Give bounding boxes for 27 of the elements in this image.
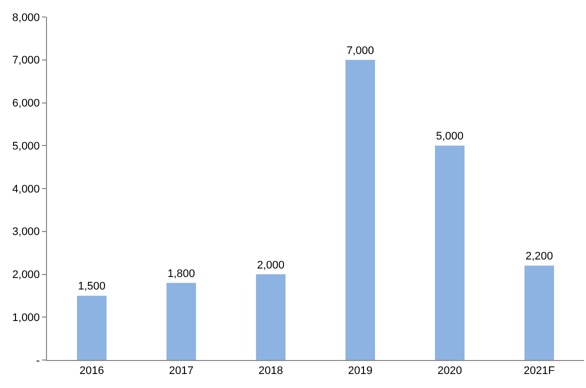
y-tick-label: 2,000 [12, 269, 40, 282]
bar [166, 282, 196, 360]
y-tick-label: - [36, 354, 40, 367]
y-tick-label: 5,000 [12, 140, 40, 152]
bar [256, 274, 286, 360]
x-tick-label: 2019 [348, 365, 372, 378]
y-tick-label: 3,000 [12, 226, 40, 238]
bar [76, 296, 107, 360]
y-tick-label: 7,000 [12, 54, 40, 67]
y-tick-label: 8,000 [12, 12, 40, 24]
y-tick-label: 6,000 [12, 98, 40, 110]
x-tick-label: 2020 [438, 365, 462, 378]
y-tick-label: 1,000 [12, 312, 40, 324]
bar [434, 146, 465, 360]
x-tick-label: 2021F [524, 365, 556, 378]
data-label: 2,200 [525, 250, 554, 263]
data-label: 1,800 [167, 268, 196, 280]
data-label: 7,000 [346, 44, 374, 57]
y-tick-label: 4,000 [12, 183, 40, 196]
x-tick-label: 2018 [258, 365, 283, 378]
x-tick-label: 2017 [169, 365, 194, 378]
data-label: 5,000 [436, 130, 464, 143]
bar [345, 60, 376, 360]
bar [524, 266, 554, 360]
x-tick-label: 2016 [80, 365, 104, 378]
data-label: 2,000 [256, 259, 285, 272]
data-label: 1,500 [78, 280, 106, 293]
